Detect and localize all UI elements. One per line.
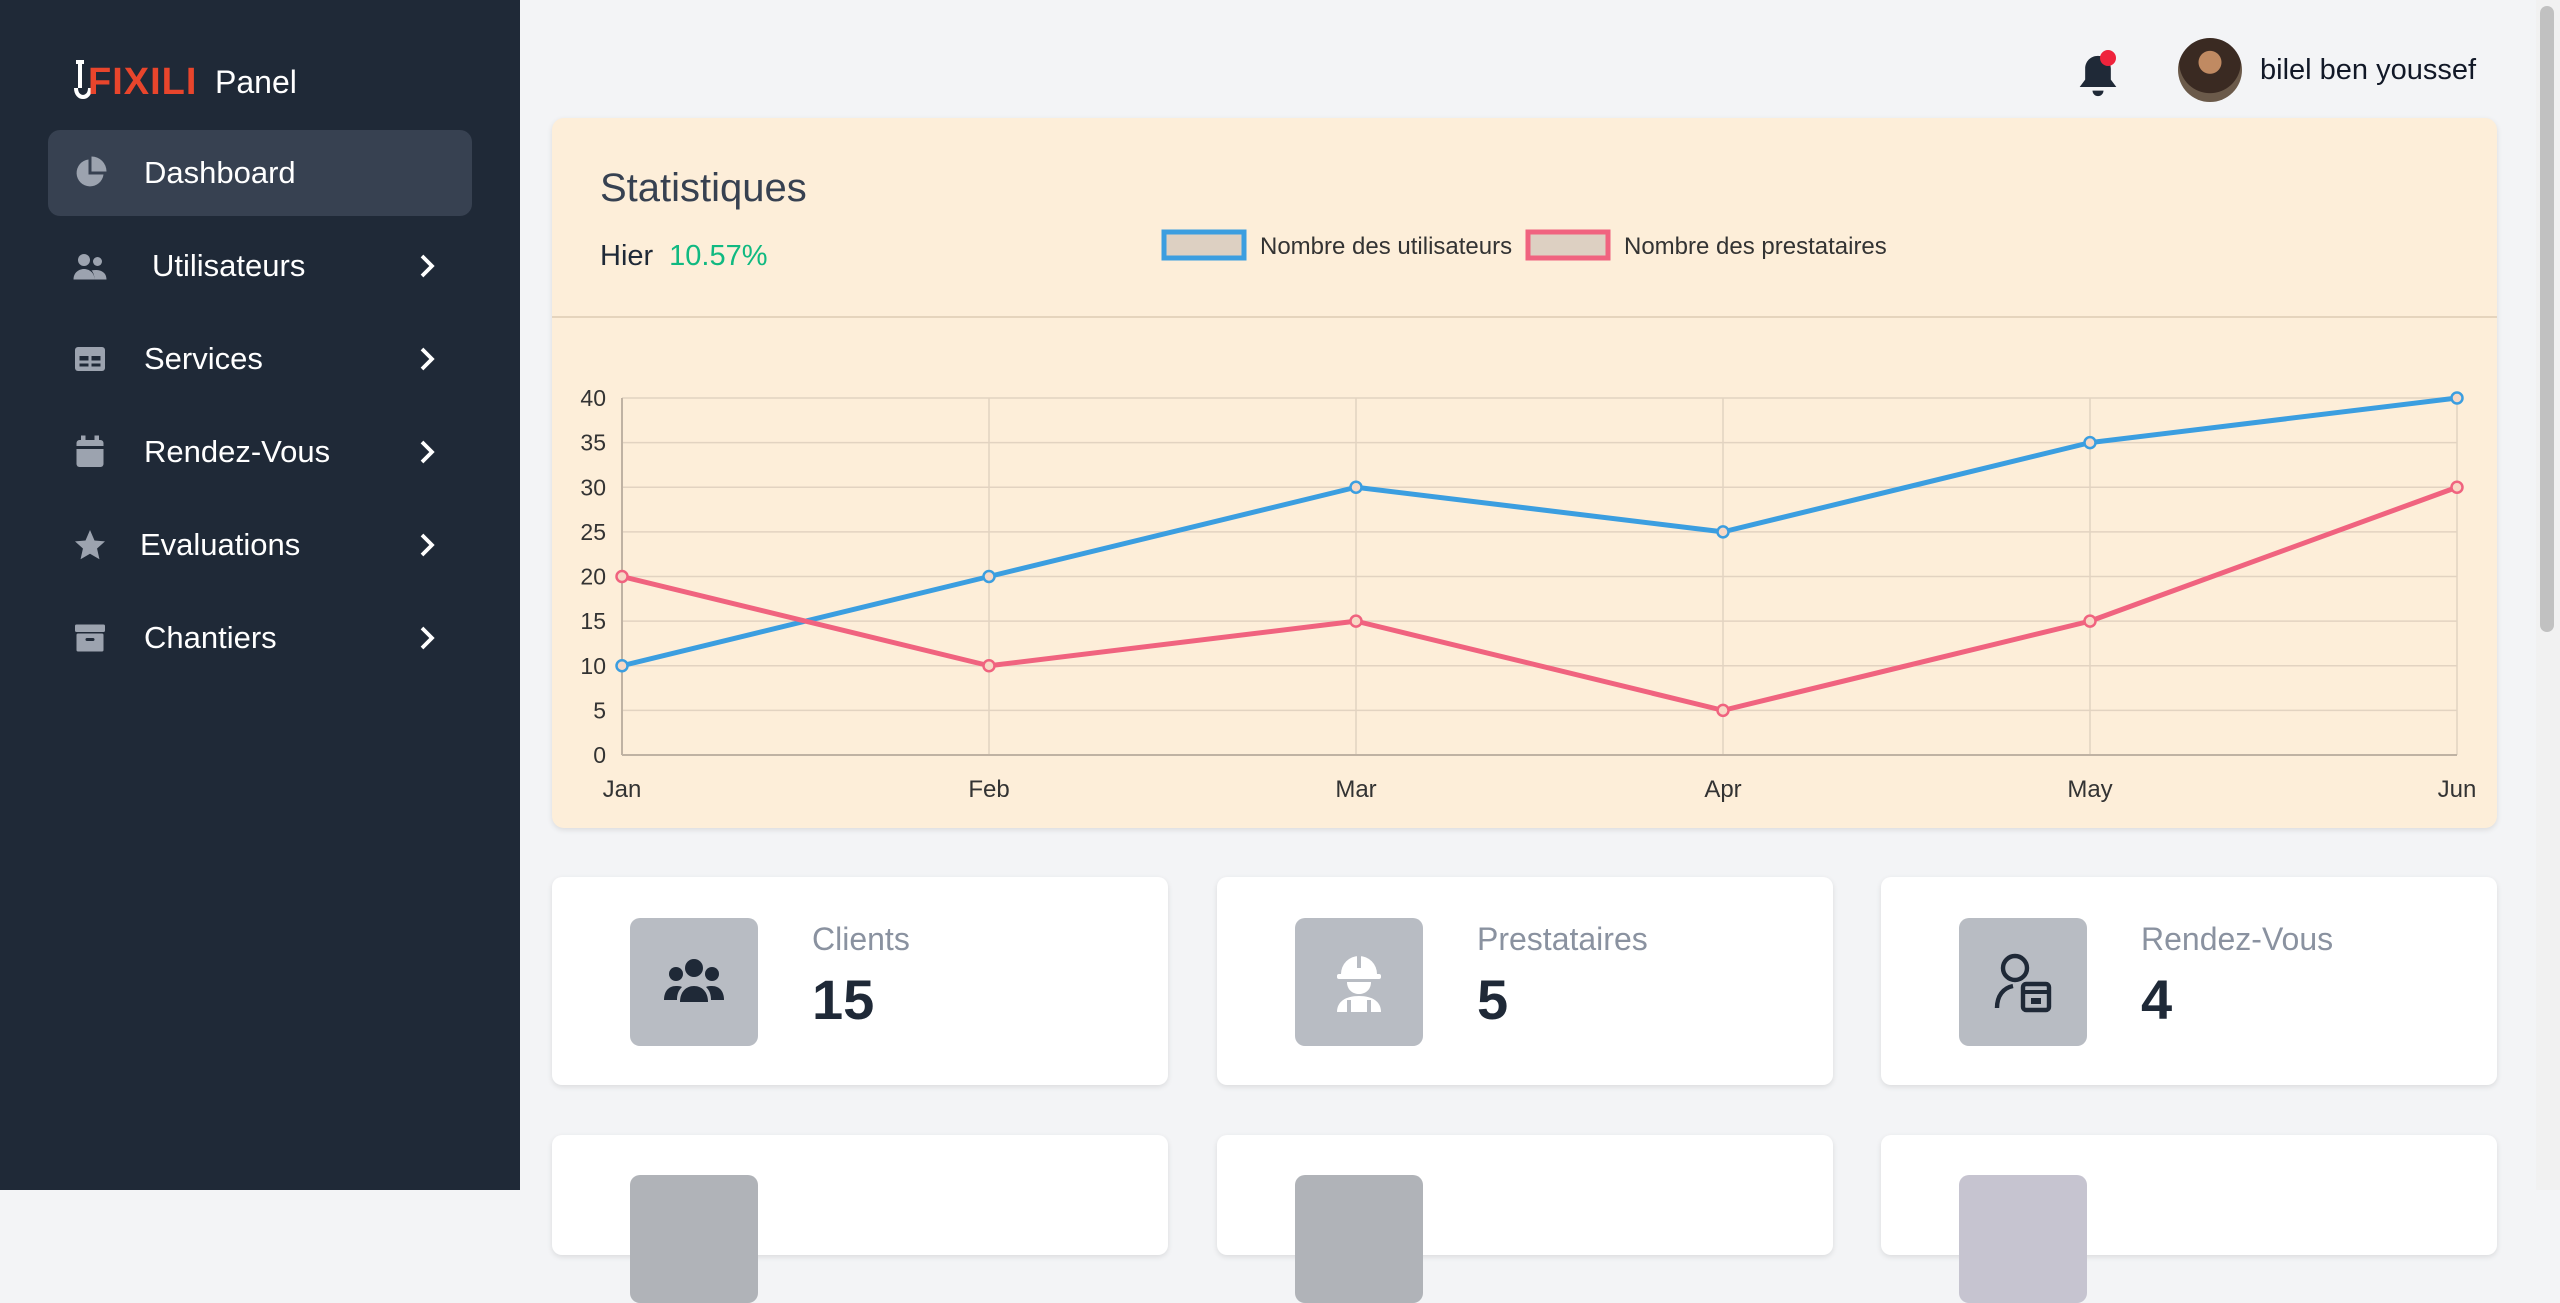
x-tick-label: Mar [1335, 776, 1376, 803]
metric-icon-box [1959, 1175, 2087, 1303]
data-point [2083, 614, 2097, 628]
legend-swatch [1161, 229, 1247, 261]
brand-logo[interactable]: FIXILI [70, 58, 200, 104]
chevron-right-icon [420, 254, 435, 278]
y-tick-label: 20 [580, 564, 606, 590]
x-tick-label: Jun [2438, 776, 2477, 803]
metric-value: 4 [2141, 968, 2173, 1031]
period-label: Hier [600, 240, 654, 272]
sidebar-item-label: Services [144, 341, 263, 376]
pie-chart-icon [76, 156, 107, 187]
metric-value: 15 [812, 968, 875, 1031]
data-point [982, 659, 996, 673]
metric-card-partial[interactable] [1217, 1135, 1833, 1303]
legend-label: Nombre des prestataires [1624, 233, 1887, 260]
calendar-icon [76, 435, 104, 467]
y-tick-label: 10 [580, 653, 606, 679]
card-title: Statistiques [600, 166, 807, 210]
data-point [2083, 435, 2097, 450]
sidebar-item-dashboard[interactable]: Dashboard [48, 130, 472, 216]
data-point [982, 569, 996, 584]
metric-icon-box [630, 1175, 758, 1303]
metric-card-rendez-vous[interactable]: Rendez-Vous 4 [1881, 877, 2497, 1085]
star-icon [75, 530, 105, 560]
fixili-logo: FIXILI [74, 60, 197, 103]
sidebar-item-label: Rendez-Vous [144, 434, 331, 469]
data-point [615, 569, 629, 584]
data-point [1716, 525, 1730, 539]
data-point [1716, 703, 1730, 718]
metric-value: 5 [1477, 968, 1509, 1031]
metric-label: Prestataires [1477, 921, 1648, 957]
metric-card-partial[interactable] [1881, 1135, 2497, 1303]
divider [552, 316, 2497, 318]
x-tick-label: Apr [1704, 776, 1741, 803]
metric-label: Rendez-Vous [2141, 921, 2334, 957]
metric-label: Clients [812, 921, 910, 957]
y-tick-label: 30 [580, 474, 606, 500]
y-tick-label: 15 [580, 608, 606, 634]
sidebar-item-evaluations[interactable]: Evaluations [48, 502, 472, 588]
data-point [1349, 614, 1363, 628]
sidebar-nav: Dashboard Utilisateurs Services [48, 130, 472, 688]
x-tick-label: May [2067, 776, 2112, 803]
series-line [621, 484, 2458, 713]
stats-summary: Hier 10.57% [600, 240, 768, 273]
metric-icon-box [1295, 1175, 1423, 1303]
users-group-icon [664, 959, 724, 1002]
y-tick-label: 0 [593, 742, 606, 768]
line-chart: 0 5 10 15 20 25 30 35 40 Jan Feb Mar Apr May Jun Nombre… [580, 229, 2477, 803]
metric-icon-box [1959, 918, 2087, 1046]
page-scrollbar-thumb[interactable] [2540, 6, 2554, 632]
sidebar-item-label: Chantiers [144, 620, 277, 655]
data-point [615, 659, 629, 673]
person-calendar-icon [1994, 953, 2052, 1013]
worker-helmet-icon [1337, 956, 1381, 1012]
metric-card-prestataires[interactable]: Prestataires 5 [1217, 877, 1833, 1085]
metric-icon-box [630, 918, 758, 1046]
sidebar-item-chantiers[interactable]: Chantiers [48, 595, 472, 681]
panel-title: Panel [215, 64, 297, 100]
sidebar-item-label: Evaluations [140, 527, 301, 562]
data-point [2450, 480, 2464, 494]
avatar[interactable] [2178, 38, 2242, 102]
chevron-right-icon [420, 626, 435, 650]
chevron-right-icon [420, 347, 435, 371]
data-point [1349, 480, 1363, 494]
metric-icon-box [1295, 918, 1423, 1046]
x-tick-label: Jan [603, 776, 642, 803]
users-icon [73, 254, 107, 280]
y-tick-label: 35 [580, 430, 606, 456]
sidebar-item-services[interactable]: Services [48, 316, 472, 402]
chevron-right-icon [420, 440, 435, 464]
legend-label: Nombre des utilisateurs [1260, 233, 1512, 260]
chevron-right-icon [420, 533, 435, 557]
y-tick-label: 40 [580, 385, 606, 411]
archive-icon [75, 624, 105, 652]
sidebar-item-label: Utilisateurs [152, 248, 306, 283]
y-tick-label: 25 [580, 519, 606, 545]
x-tick-label: Feb [968, 776, 1009, 803]
y-tick-label: 5 [593, 697, 606, 723]
data-point [2450, 391, 2464, 405]
notification-badge [2100, 50, 2116, 66]
user-name[interactable]: bilel ben youssef [2260, 54, 2477, 86]
sidebar-item-rendez-vous[interactable]: Rendez-Vous [48, 409, 472, 495]
series-line [621, 395, 2458, 669]
sidebar: FIXILI Panel Dashboard Utilisateurs Serv [0, 0, 520, 1190]
table-icon [75, 347, 105, 371]
change-percent: 10.57% [669, 240, 768, 272]
sidebar-item-label: Dashboard [144, 155, 296, 190]
sidebar-item-utilisateurs[interactable]: Utilisateurs [48, 223, 472, 309]
svg-text:FIXILI: FIXILI [88, 61, 197, 103]
metric-card-partial[interactable] [552, 1135, 1168, 1303]
metric-card-clients[interactable]: Clients 15 [552, 877, 1168, 1085]
legend-swatch [1525, 229, 1611, 261]
